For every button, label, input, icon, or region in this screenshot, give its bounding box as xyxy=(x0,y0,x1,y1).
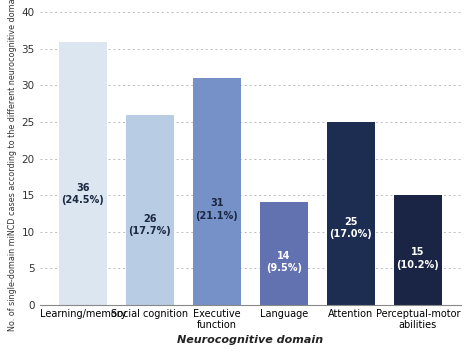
Bar xyxy=(327,122,375,305)
Bar xyxy=(394,195,442,305)
X-axis label: Neurocognitive domain: Neurocognitive domain xyxy=(177,335,323,345)
Text: 15
(10.2%): 15 (10.2%) xyxy=(396,247,439,270)
Bar xyxy=(260,202,308,305)
Bar xyxy=(126,115,174,305)
Text: 31
(21.1%): 31 (21.1%) xyxy=(195,198,238,221)
Text: 36
(24.5%): 36 (24.5%) xyxy=(62,183,104,205)
Text: 14
(9.5%): 14 (9.5%) xyxy=(266,251,302,273)
Y-axis label: No. of single-domain miNCD cases according to the different neurocognitive domai: No. of single-domain miNCD cases accordi… xyxy=(9,0,18,330)
Text: 26
(17.7%): 26 (17.7%) xyxy=(128,214,171,236)
Bar xyxy=(193,78,241,305)
Bar xyxy=(59,42,107,305)
Text: 25
(17.0%): 25 (17.0%) xyxy=(329,217,372,239)
